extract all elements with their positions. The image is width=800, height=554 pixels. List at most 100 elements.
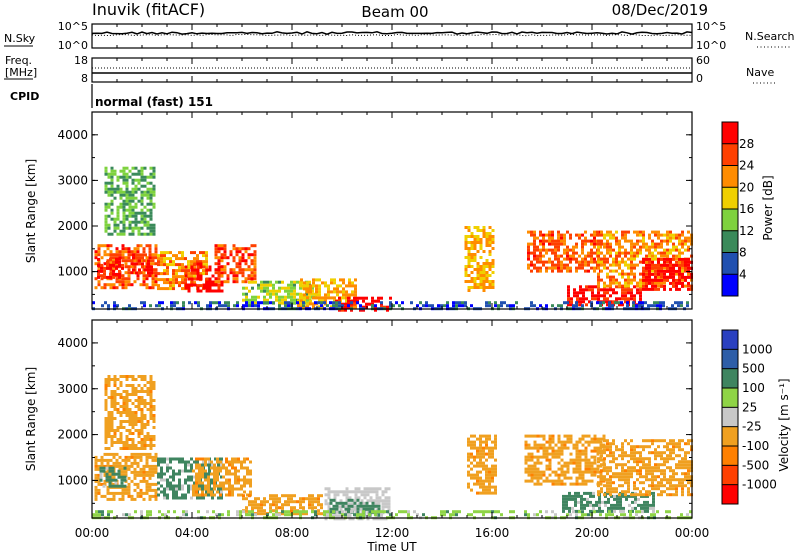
heatmap-cell xyxy=(365,501,369,505)
heatmap-cell xyxy=(470,452,473,456)
heatmap-cell xyxy=(485,434,488,438)
heatmap-cell xyxy=(208,268,212,272)
heatmap-cell xyxy=(660,272,663,276)
heatmap-cell xyxy=(232,274,236,278)
heatmap-cell xyxy=(485,244,489,247)
heatmap-cell xyxy=(321,281,324,285)
heatmap-cell xyxy=(242,497,245,501)
heatmap-cell xyxy=(572,251,575,255)
heatmap-cell xyxy=(633,460,636,464)
heatmap-cell xyxy=(632,301,635,305)
heatmap-cell xyxy=(250,244,254,248)
heatmap-cell xyxy=(195,472,198,476)
heatmap-cell xyxy=(663,251,666,255)
heatmap-cell xyxy=(121,280,125,284)
heatmap-cell xyxy=(147,265,150,269)
heatmap-cell xyxy=(94,253,98,257)
heatmap-cell xyxy=(123,475,127,479)
heatmap-cell xyxy=(108,466,112,470)
heatmap-cell xyxy=(684,460,687,464)
heatmap-cell xyxy=(636,478,639,482)
heatmap-cell xyxy=(542,239,545,243)
heatmap-cell xyxy=(542,479,546,483)
heatmap-cell xyxy=(110,187,114,191)
heatmap-cell xyxy=(324,487,328,491)
heatmap-cell xyxy=(622,509,625,513)
heatmap-cell xyxy=(109,266,112,270)
heatmap-cell xyxy=(674,301,677,305)
heatmap-cell xyxy=(220,475,223,479)
heatmap-cell xyxy=(225,460,228,464)
heatmap-cell xyxy=(598,497,601,501)
heatmap-cell xyxy=(151,455,155,459)
heatmap-cell xyxy=(539,251,542,255)
heatmap-cell xyxy=(136,452,140,456)
heatmap-cell xyxy=(330,278,333,282)
heatmap-cell xyxy=(606,448,609,452)
heatmap-cell xyxy=(652,491,655,495)
heatmap-cell xyxy=(584,440,588,444)
heatmap-cell xyxy=(339,517,343,521)
heatmap-cell xyxy=(482,446,485,450)
heatmap-cell xyxy=(231,463,234,467)
heatmap-cell xyxy=(232,259,236,263)
heatmap-cell xyxy=(560,242,563,246)
heatmap-cell xyxy=(678,272,681,276)
heatmap-cell xyxy=(647,304,650,308)
heatmap-cell xyxy=(127,277,131,281)
heatmap-cell xyxy=(139,458,143,462)
heatmap-cell xyxy=(312,281,315,285)
heatmap-cell xyxy=(146,175,150,179)
heatmap-cell xyxy=(639,284,642,288)
heatmap-cell xyxy=(118,497,122,501)
heatmap-cell xyxy=(651,251,654,255)
heatmap-cell xyxy=(630,454,633,458)
heatmap-cell xyxy=(663,275,666,279)
heatmap-cell xyxy=(386,305,389,309)
heatmap-cell xyxy=(232,277,236,281)
heatmap-cell xyxy=(163,254,166,258)
heatmap-cell xyxy=(278,301,281,305)
heatmap-cell xyxy=(219,469,222,473)
heatmap-cell xyxy=(536,479,540,483)
heatmap-cell xyxy=(645,457,648,461)
heatmap-cell xyxy=(138,262,141,266)
heatmap-cell xyxy=(625,494,628,498)
heatmap-cell xyxy=(681,460,684,464)
heatmap-cell xyxy=(672,278,675,282)
velocity-heatmap xyxy=(92,375,693,521)
heatmap-cell xyxy=(249,472,252,476)
heatmap-cell xyxy=(196,496,199,500)
heatmap-cell xyxy=(643,509,646,513)
heatmap-cell xyxy=(635,513,638,517)
heatmap-cell xyxy=(593,440,597,444)
heatmap-cell xyxy=(515,301,518,305)
heatmap-cell xyxy=(597,260,600,264)
heatmap-cell xyxy=(579,288,582,292)
colorbar-swatch xyxy=(722,465,738,485)
heatmap-cell xyxy=(651,287,654,291)
heatmap-cell xyxy=(106,485,110,489)
heatmap-cell xyxy=(208,469,211,473)
heatmap-cell xyxy=(151,256,155,260)
heatmap-cell xyxy=(645,266,648,270)
heatmap-cell xyxy=(581,245,584,249)
heatmap-cell xyxy=(554,245,557,249)
heatmap-cell xyxy=(201,466,204,470)
heatmap-cell xyxy=(142,277,146,281)
heatmap-cell xyxy=(580,494,583,498)
heatmap-cell xyxy=(146,420,150,423)
heatmap-cell xyxy=(125,399,129,402)
heatmap-cell xyxy=(190,475,193,479)
heatmap-cell xyxy=(612,487,615,491)
heatmap-cell xyxy=(163,272,166,276)
heatmap-cell xyxy=(104,226,108,230)
heatmap-cell xyxy=(491,455,494,459)
heatmap-cell xyxy=(584,479,588,483)
heatmap-cell xyxy=(125,193,129,197)
heatmap-cell xyxy=(548,437,552,441)
heatmap-cell xyxy=(582,291,585,295)
heatmap-cell xyxy=(597,490,600,494)
heatmap-cell xyxy=(488,226,492,229)
heatmap-cell xyxy=(214,289,218,293)
